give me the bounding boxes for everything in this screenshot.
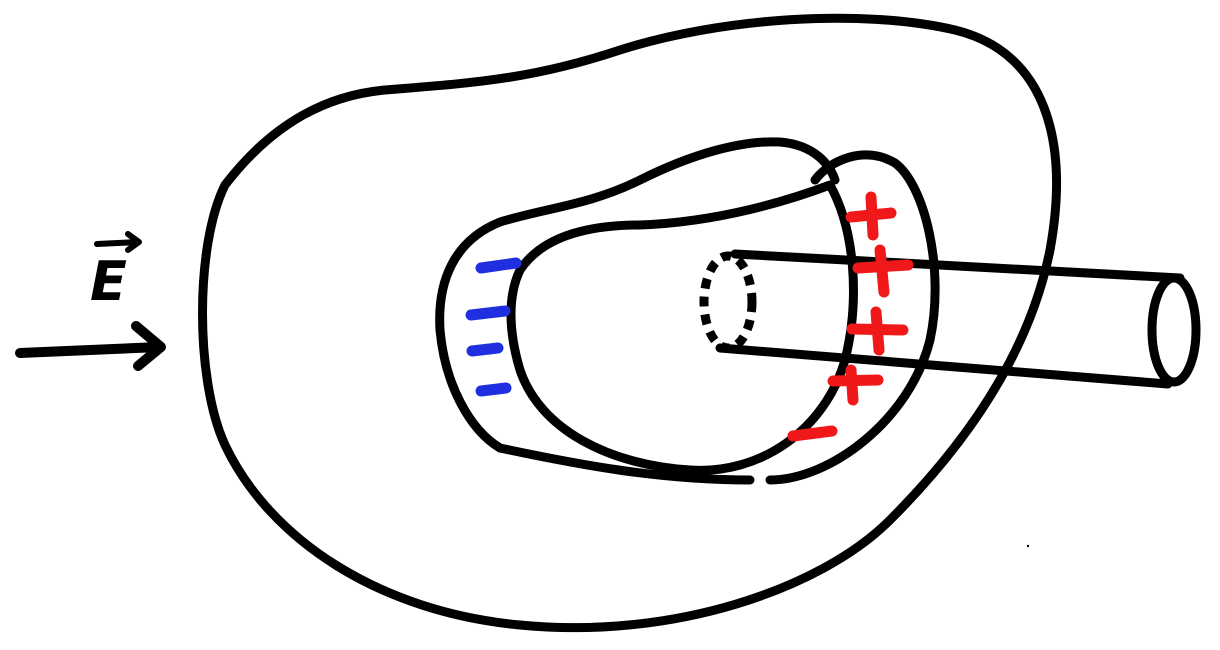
positive-charges-right [787, 191, 914, 442]
negative-charge [465, 305, 511, 321]
cavity-outer-rim [765, 150, 940, 485]
negative-charge [466, 342, 504, 357]
field-label: E [90, 250, 127, 313]
cavity-bottom-edge [495, 443, 755, 485]
wire-top-edge [730, 249, 1185, 283]
speck [1026, 544, 1030, 548]
outer-surface [198, 13, 1061, 633]
wire-end-cap [1147, 273, 1201, 387]
negative-charge [787, 425, 838, 442]
wire-bottom-edge [715, 343, 1173, 389]
cavity-inner-rim [435, 137, 840, 453]
positive-charge [852, 244, 914, 298]
vector-arrow-icon [94, 231, 142, 253]
negative-charge [475, 382, 512, 397]
field-label-group: E [90, 231, 142, 313]
right-arrow-icon [15, 321, 166, 371]
positive-charge [845, 191, 897, 241]
positive-charge [846, 306, 909, 356]
wire-hidden-end [699, 251, 757, 353]
negative-charge [475, 257, 522, 274]
positive-charge [827, 364, 884, 406]
negative-charges-left [465, 257, 522, 397]
cavity-inner-wall [506, 180, 858, 475]
